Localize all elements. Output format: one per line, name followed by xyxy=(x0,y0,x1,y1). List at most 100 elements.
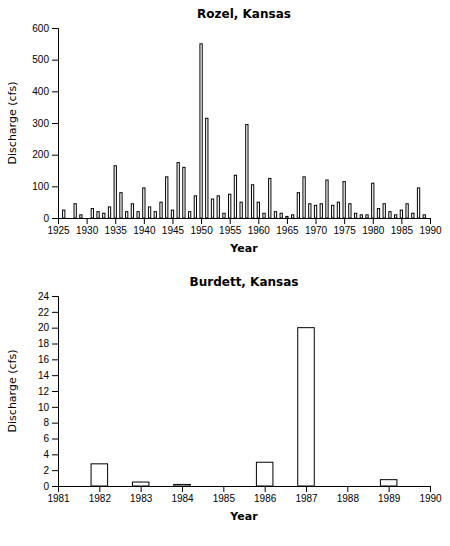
bar xyxy=(194,196,196,218)
y-tick: 10 xyxy=(38,402,58,413)
bar xyxy=(154,212,156,218)
bar xyxy=(166,177,168,218)
y-tick: 0 xyxy=(43,213,58,224)
y-tick: 200 xyxy=(32,149,58,160)
tick-label: 1982 xyxy=(89,493,112,504)
tick-mark xyxy=(52,407,58,408)
axis-line xyxy=(52,297,59,487)
bars xyxy=(91,328,397,486)
tick-label: 1988 xyxy=(337,493,360,504)
bar xyxy=(354,213,356,218)
x-tick: 1989 xyxy=(378,486,401,504)
y-axis: 0100200300400500600 xyxy=(32,23,58,224)
bar xyxy=(263,213,265,218)
tick-mark xyxy=(389,486,390,492)
bar xyxy=(80,215,82,218)
tick-mark xyxy=(52,60,58,61)
x-tick: 1975 xyxy=(334,218,357,236)
x-tick: 1955 xyxy=(219,218,242,236)
y-tick: 400 xyxy=(32,86,58,97)
tick-mark xyxy=(401,218,402,224)
bar xyxy=(240,202,242,218)
tick-label: 1975 xyxy=(334,225,357,236)
tick-label: 10 xyxy=(38,402,50,413)
tick-label: 1970 xyxy=(305,225,328,236)
tick-label: 1955 xyxy=(219,225,242,236)
y-tick: 2 xyxy=(43,465,58,476)
bar xyxy=(360,215,362,218)
x-tick: 1930 xyxy=(76,218,99,236)
bar xyxy=(177,163,179,218)
tick-mark xyxy=(223,486,224,492)
axis-line xyxy=(59,219,431,225)
tick-mark xyxy=(52,28,58,29)
x-tick: 1988 xyxy=(337,486,360,504)
bar xyxy=(377,209,379,219)
tick-label: 14 xyxy=(38,370,50,381)
x-axis: 1981198219831984198519861987198819891990 xyxy=(47,486,442,504)
y-tick: 16 xyxy=(38,354,58,365)
tick-label: 1983 xyxy=(130,493,153,504)
bar xyxy=(417,188,419,218)
y-tick: 600 xyxy=(32,23,58,34)
bar xyxy=(383,204,385,218)
y-label: Discharge (cfs) xyxy=(6,350,19,433)
bar xyxy=(303,177,305,218)
tick-label: 18 xyxy=(38,338,50,349)
tick-mark xyxy=(258,218,259,224)
tick-label: 1985 xyxy=(391,225,414,236)
bar xyxy=(400,210,402,218)
bar xyxy=(280,213,282,218)
bar xyxy=(274,212,276,218)
tick-mark xyxy=(172,218,173,224)
tick-mark xyxy=(430,218,431,224)
x-tick: 1965 xyxy=(276,218,299,236)
tick-label: 300 xyxy=(32,118,49,129)
y-tick: 6 xyxy=(43,433,58,444)
x-tick: 1970 xyxy=(305,218,328,236)
y-label: Discharge (cfs) xyxy=(6,82,19,165)
tick-mark xyxy=(347,486,348,492)
bar xyxy=(137,212,139,218)
bar xyxy=(143,188,145,218)
tick-mark xyxy=(52,312,58,313)
bar xyxy=(171,210,173,218)
tick-mark xyxy=(52,155,58,156)
bar xyxy=(74,204,76,218)
x-label: Year xyxy=(229,242,258,255)
bar xyxy=(211,199,213,218)
tick-mark xyxy=(87,218,88,224)
tick-mark xyxy=(306,486,307,492)
bar xyxy=(423,215,425,218)
bar xyxy=(292,215,294,218)
bar xyxy=(380,480,397,486)
y-axis: 024681012141618202224 xyxy=(38,291,59,492)
y-tick: 18 xyxy=(38,338,58,349)
bar xyxy=(174,484,191,486)
tick-mark xyxy=(265,486,266,492)
y-tick: 22 xyxy=(38,307,58,318)
tick-mark xyxy=(52,344,58,345)
tick-mark xyxy=(52,375,58,376)
tick-label: 12 xyxy=(38,386,50,397)
tick-mark xyxy=(52,423,58,424)
tick-label: 600 xyxy=(32,23,49,34)
bar xyxy=(91,464,108,486)
x-tick: 1950 xyxy=(190,218,213,236)
bar xyxy=(372,183,374,218)
bar xyxy=(286,216,288,218)
bar xyxy=(320,204,322,218)
x-tick: 1945 xyxy=(162,218,185,236)
bar xyxy=(131,204,133,218)
bars xyxy=(63,44,426,218)
tick-mark xyxy=(52,359,58,360)
tick-label: 1935 xyxy=(105,225,128,236)
bar xyxy=(108,207,110,218)
bar xyxy=(412,213,414,218)
bar xyxy=(389,212,391,218)
x-label: Year xyxy=(229,510,258,523)
y-tick: 500 xyxy=(32,54,58,65)
bar xyxy=(326,180,328,218)
bar xyxy=(251,185,253,218)
tick-label: 1981 xyxy=(47,493,70,504)
